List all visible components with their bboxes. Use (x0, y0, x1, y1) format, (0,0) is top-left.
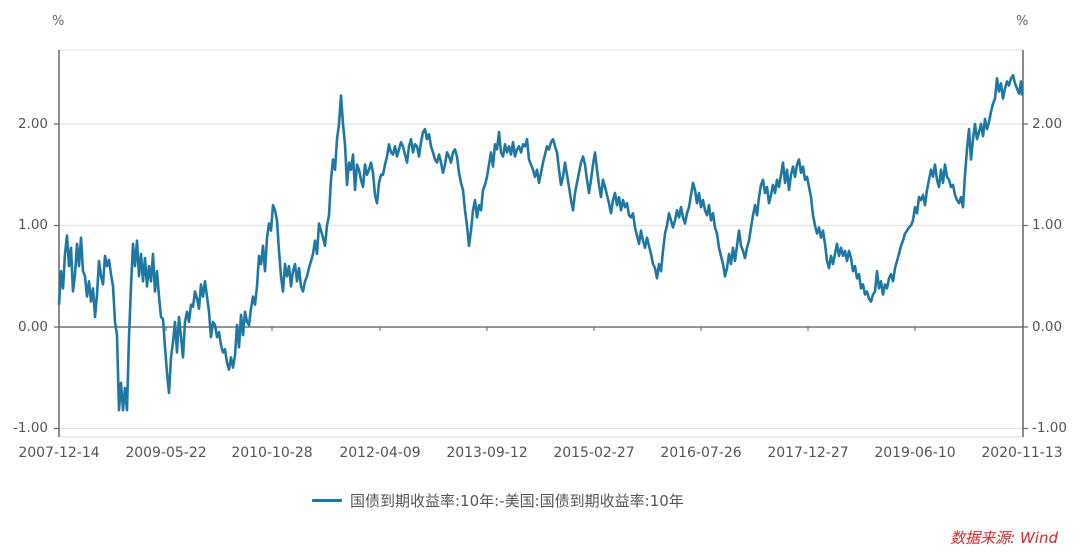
x-tick: 2009-05-22 (125, 445, 207, 461)
legend[interactable]: 国债到期收益率:10年:-美国:国债到期收益率:10年 (312, 490, 684, 511)
y-tick-right: 0.00 (1032, 319, 1063, 335)
x-tick: 2010-10-28 (231, 445, 313, 461)
x-tick: 2012-04-09 (339, 445, 421, 461)
x-tick: 2013-09-12 (446, 445, 528, 461)
x-tick: 2019-06-10 (874, 445, 956, 461)
series-line (57, 74, 1024, 412)
legend-label: 国债到期收益率:10年:-美国:国债到期收益率:10年 (350, 492, 684, 510)
x-tick: 2017-12-27 (767, 445, 849, 461)
x-tick: 2016-07-26 (660, 445, 742, 461)
right-axis-unit: % (1016, 14, 1029, 29)
data-source-note: 数据来源: Wind (950, 529, 1058, 547)
y-tick-right: 2.00 (1032, 116, 1063, 132)
y-tick-left: 2.00 (17, 116, 48, 132)
left-axis-unit: % (52, 14, 65, 29)
x-tick: 2020-11-13 (981, 445, 1063, 461)
y-tick-right: 1.00 (1032, 217, 1063, 233)
y-tick-right: -1.00 (1032, 420, 1067, 436)
y-tick-left: 1.00 (17, 217, 48, 233)
x-tick: 2007-12-14 (18, 445, 100, 461)
y-tick-left: 0.00 (17, 319, 48, 335)
x-tick: 2015-02-27 (553, 445, 635, 461)
legend-line-swatch-icon (312, 499, 342, 502)
y-tick-left: -1.00 (13, 420, 48, 436)
